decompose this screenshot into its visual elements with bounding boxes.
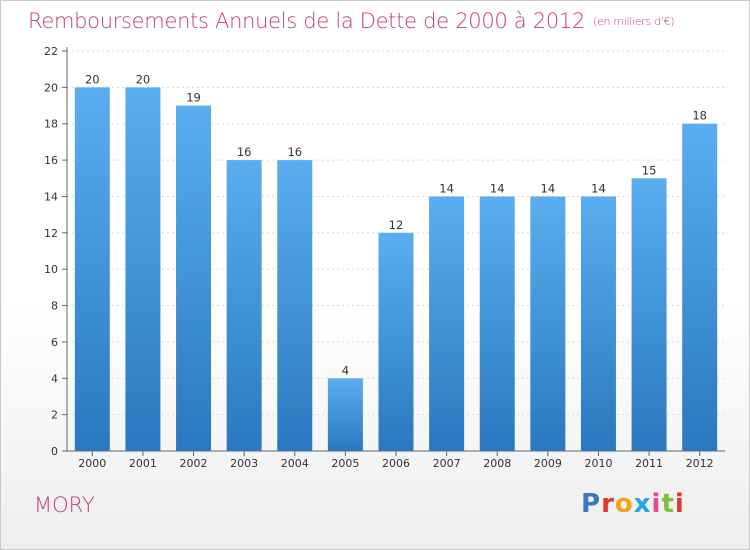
value-label-2002: 19 xyxy=(186,91,201,105)
y-tick-label: 4 xyxy=(51,372,58,385)
value-label-2012: 18 xyxy=(692,109,707,123)
bar-2012[interactable] xyxy=(682,123,718,452)
bar-2001[interactable] xyxy=(125,87,161,451)
bar-2009[interactable] xyxy=(530,196,566,451)
x-tick-label-2006: 2006 xyxy=(382,457,410,470)
value-label-2010: 14 xyxy=(591,181,606,195)
logo-letter: o xyxy=(614,489,634,519)
x-tick-label-2012: 2012 xyxy=(686,457,714,470)
value-label-2009: 14 xyxy=(541,181,556,195)
value-label-2000: 20 xyxy=(85,72,100,86)
y-tick-label: 12 xyxy=(44,227,58,240)
y-tick-label: 8 xyxy=(51,300,58,313)
logo-letter: i xyxy=(674,489,685,519)
value-label-2006: 12 xyxy=(389,218,404,232)
bar-2010[interactable] xyxy=(580,196,616,451)
y-tick-label: 18 xyxy=(44,118,58,131)
bar-2002[interactable] xyxy=(176,105,212,451)
proxiti-logo[interactable]: Proxiti xyxy=(581,489,685,519)
bar-2005[interactable] xyxy=(327,378,363,451)
logo-letter: i xyxy=(651,489,662,519)
value-label-2004: 16 xyxy=(287,145,302,159)
y-tick-label: 0 xyxy=(51,445,58,458)
value-label-2003: 16 xyxy=(237,145,252,159)
x-tick-label-2002: 2002 xyxy=(180,457,208,470)
x-tick-label-2007: 2007 xyxy=(433,457,461,470)
y-tick-label: 20 xyxy=(44,81,58,94)
value-label-2005: 4 xyxy=(342,363,349,377)
y-tick-label: 2 xyxy=(51,409,58,422)
chart-title: Remboursements Annuels de la Dette de 20… xyxy=(28,9,674,33)
bars xyxy=(74,87,718,452)
x-tick-label-2005: 2005 xyxy=(331,457,359,470)
bar-2007[interactable] xyxy=(429,196,465,451)
chart-subtitle: (en milliers d'€) xyxy=(593,15,675,28)
logo-letter: P xyxy=(581,489,602,519)
bar-2006[interactable] xyxy=(378,232,414,451)
x-tick-label-2003: 2003 xyxy=(230,457,258,470)
labels: 0 2 4 6 8 10 12 14 16 18 20 22 20 2000 20 2001 19 2002 16 2… xyxy=(44,45,714,470)
x-tick-label-2004: 2004 xyxy=(281,457,309,470)
logo-letter: r xyxy=(601,489,615,519)
value-label-2001: 20 xyxy=(136,72,151,86)
logo-letter: x xyxy=(633,489,652,519)
bar-2004[interactable] xyxy=(277,160,313,451)
x-tick-label-2008: 2008 xyxy=(483,457,511,470)
value-label-2008: 14 xyxy=(490,181,505,195)
value-label-2007: 14 xyxy=(439,181,454,195)
bar-2008[interactable] xyxy=(479,196,515,451)
y-tick-label: 14 xyxy=(44,190,58,203)
value-label-2011: 15 xyxy=(642,163,657,177)
bar-2003[interactable] xyxy=(226,160,262,451)
x-tick-label-2001: 2001 xyxy=(129,457,157,470)
commune-name: MORY xyxy=(34,493,95,517)
y-tick-label: 10 xyxy=(44,263,58,276)
y-tick-label: 22 xyxy=(44,45,58,58)
y-tick-label: 6 xyxy=(51,336,58,349)
bar-2011[interactable] xyxy=(631,178,667,452)
logo-letter: t xyxy=(661,489,675,519)
x-tick-label-2009: 2009 xyxy=(534,457,562,470)
y-tick-label: 16 xyxy=(44,154,58,167)
x-tick-label-2011: 2011 xyxy=(635,457,663,470)
x-tick-label-2000: 2000 xyxy=(78,457,106,470)
x-tick-label-2010: 2010 xyxy=(584,457,612,470)
bar-2000[interactable] xyxy=(74,87,110,451)
chart-title-text: Remboursements Annuels de la Dette de 20… xyxy=(28,9,585,33)
